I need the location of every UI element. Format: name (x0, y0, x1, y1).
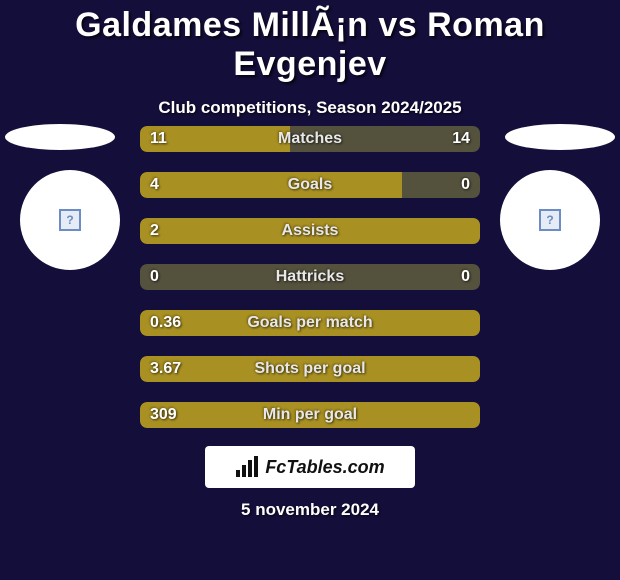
stat-label: Goals per match (140, 310, 480, 336)
comparison-subtitle: Club competitions, Season 2024/2025 (0, 98, 620, 118)
player1-accent-ellipse (5, 124, 115, 150)
stat-row: 0.36Goals per match (140, 310, 480, 336)
stat-label: Goals (140, 172, 480, 198)
comparison-date: 5 november 2024 (0, 500, 620, 520)
stat-row: 3.67Shots per goal (140, 356, 480, 382)
brand-text: FcTables.com (265, 457, 384, 478)
brand-badge: FcTables.com (205, 446, 415, 488)
stat-label: Matches (140, 126, 480, 152)
comparison-title: Galdames MillÃ¡n vs Roman Evgenjev (0, 0, 620, 84)
brand-bars-icon (235, 456, 261, 478)
stat-row: 1114Matches (140, 126, 480, 152)
stat-row: 40Goals (140, 172, 480, 198)
player1-shirt-circle: ? (20, 170, 120, 270)
player2-shirt-circle: ? (500, 170, 600, 270)
shirt-placeholder-icon: ? (59, 209, 81, 231)
stat-label: Shots per goal (140, 356, 480, 382)
stat-row: 2Assists (140, 218, 480, 244)
stat-row: 00Hattricks (140, 264, 480, 290)
stats-bars: 1114Matches 40Goals 2Assists 00Hattricks 0.3… (140, 126, 480, 448)
stat-label: Hattricks (140, 264, 480, 290)
stat-label: Min per goal (140, 402, 480, 428)
stat-label: Assists (140, 218, 480, 244)
player2-accent-ellipse (505, 124, 615, 150)
shirt-placeholder-icon: ? (539, 209, 561, 231)
stat-row: 309Min per goal (140, 402, 480, 428)
